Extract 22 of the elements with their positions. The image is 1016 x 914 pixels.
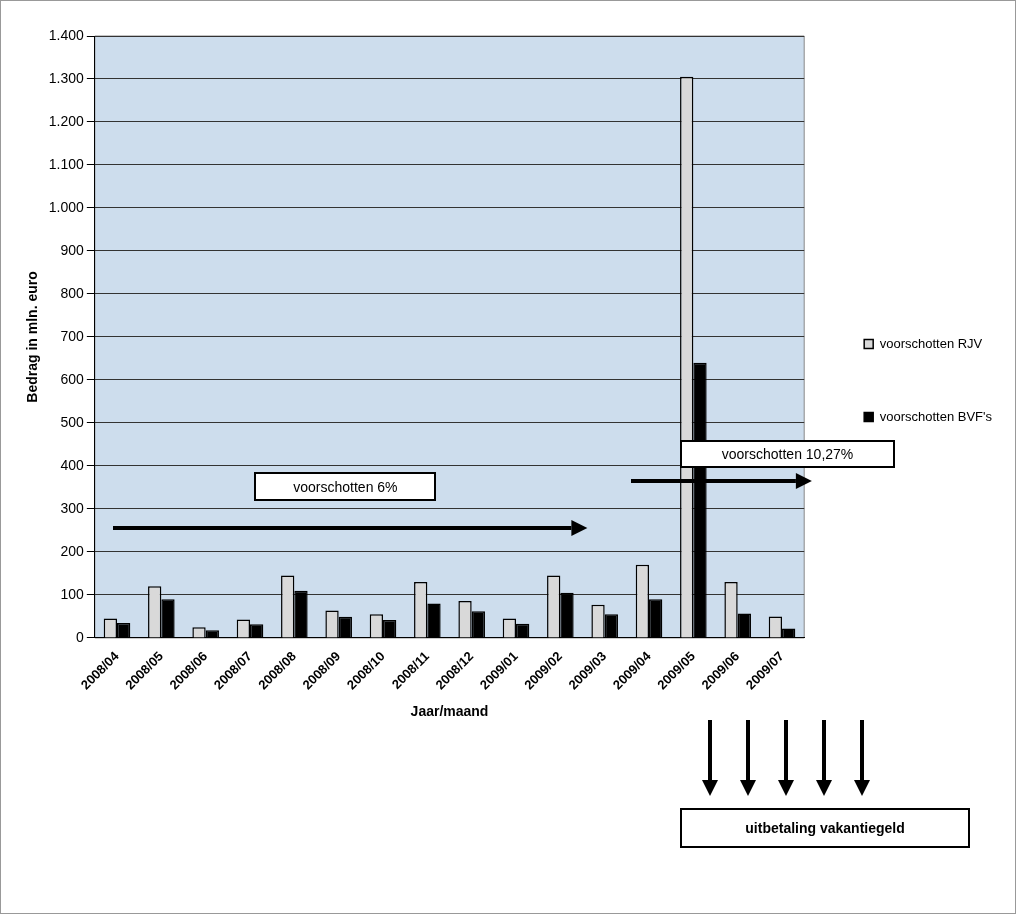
y-tick-label: 0 xyxy=(76,628,85,645)
y-tick-label: 1.100 xyxy=(48,155,85,172)
legend-label: voorschotten RJV xyxy=(879,335,983,351)
y-tick-label: 400 xyxy=(60,456,85,473)
y-tick-label: 1.200 xyxy=(48,112,85,129)
note-box: voorschotten 10,27% xyxy=(680,440,896,469)
x-axis-title: Jaar/maand xyxy=(410,703,489,720)
y-tick-label: 500 xyxy=(60,413,85,430)
y-tick-label: 300 xyxy=(60,499,85,516)
y-tick-label: 700 xyxy=(60,327,85,344)
y-tick-label: 1.400 xyxy=(48,26,85,43)
y-axis-title: Bedrag in mln. euro xyxy=(24,271,41,403)
y-tick-label: 900 xyxy=(60,241,85,258)
y-tick-label: 1.300 xyxy=(48,69,85,86)
note-box: voorschotten 6% xyxy=(254,472,437,502)
legend-label: voorschotten BVF's xyxy=(879,408,993,424)
y-tick-label: 200 xyxy=(60,542,85,559)
y-tick-label: 800 xyxy=(60,284,85,301)
y-tick-label: 100 xyxy=(60,585,85,602)
note-box: uitbetaling vakantiegeld xyxy=(680,807,971,848)
y-tick-label: 1.000 xyxy=(48,198,85,215)
y-tick-label: 600 xyxy=(60,370,85,387)
